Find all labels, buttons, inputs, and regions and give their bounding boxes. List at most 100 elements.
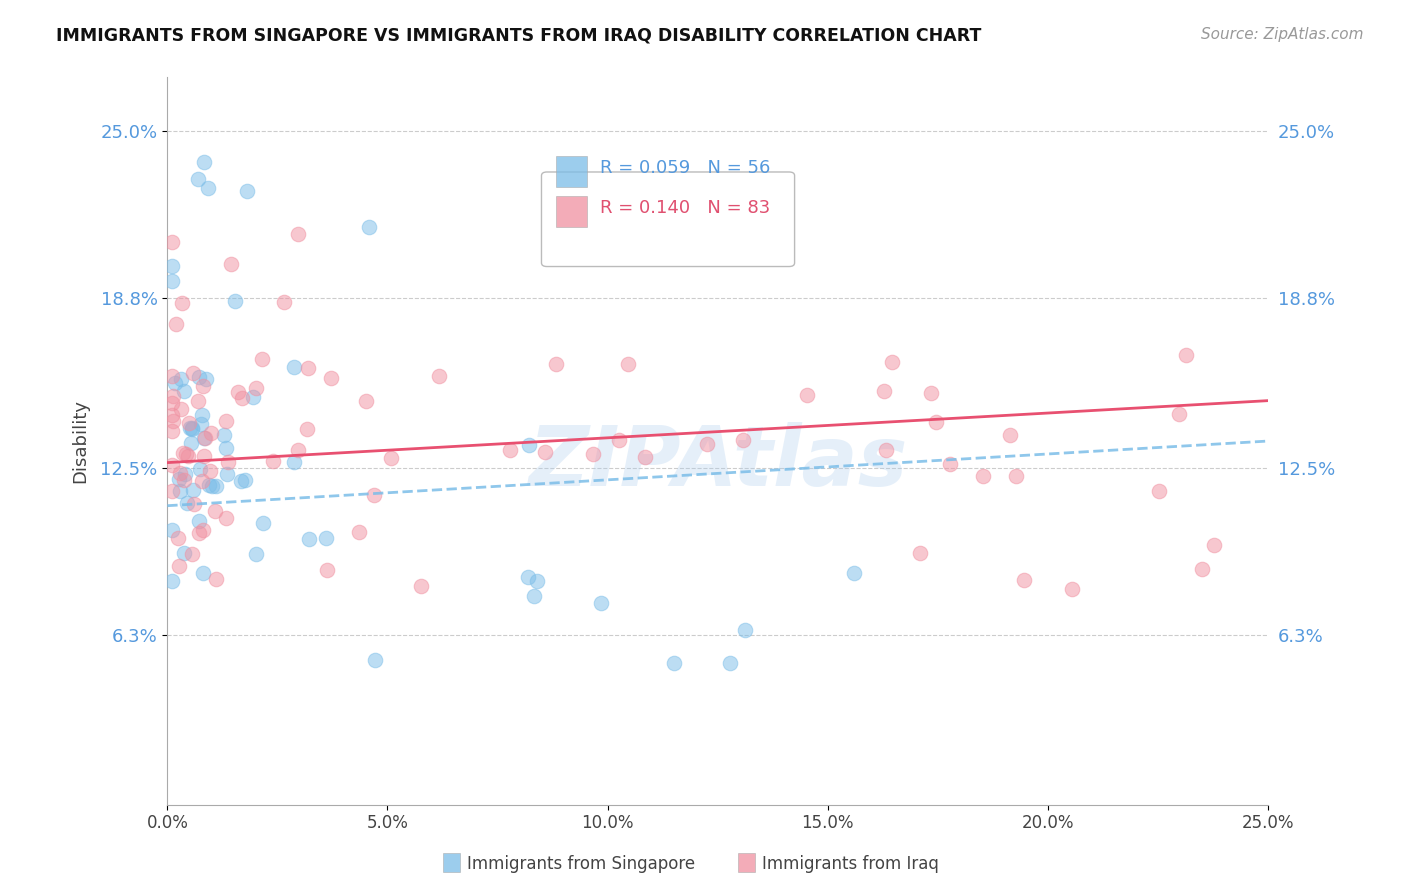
Point — [380, 451, 402, 466]
Point — [242, 390, 264, 404]
Point — [163, 376, 186, 390]
Text: R = 0.059   N = 56: R = 0.059 N = 56 — [600, 160, 770, 178]
Y-axis label: Disability: Disability — [72, 399, 89, 483]
Point — [354, 394, 377, 409]
Point — [169, 472, 191, 486]
Point — [409, 579, 432, 593]
Point — [236, 184, 259, 198]
Point — [875, 442, 897, 457]
Point — [160, 259, 183, 273]
Point — [160, 523, 183, 537]
Point — [315, 563, 337, 577]
Point — [179, 416, 201, 430]
Point — [193, 449, 215, 463]
Point — [517, 438, 540, 452]
Point — [160, 396, 183, 410]
Point — [357, 220, 380, 235]
Point — [696, 437, 718, 451]
Point — [363, 488, 385, 502]
Point — [734, 623, 756, 637]
Point — [226, 384, 249, 399]
Point — [283, 360, 305, 375]
Point — [191, 566, 214, 581]
Point — [517, 570, 540, 584]
Point — [165, 317, 187, 331]
Point — [170, 402, 193, 417]
Point — [200, 464, 222, 478]
Point — [283, 454, 305, 468]
Point — [200, 426, 222, 441]
Point — [607, 433, 630, 447]
Text: Immigrants from Iraq: Immigrants from Iraq — [762, 855, 939, 873]
Point — [162, 414, 184, 428]
Point — [1204, 538, 1226, 552]
Point — [1005, 469, 1028, 483]
Point — [170, 372, 193, 386]
Point — [1062, 582, 1084, 596]
Bar — [555, 156, 586, 186]
Text: Immigrants from Singapore: Immigrants from Singapore — [467, 855, 695, 873]
Point — [252, 516, 274, 530]
Point — [523, 589, 546, 603]
Point — [882, 355, 904, 369]
Point — [273, 295, 295, 310]
Point — [1175, 348, 1198, 362]
Point — [160, 458, 183, 473]
Point — [193, 155, 215, 169]
Point — [160, 369, 183, 384]
Point — [231, 391, 253, 405]
Point — [198, 477, 221, 491]
Point — [183, 497, 205, 511]
Point — [194, 432, 217, 446]
Text: ZIPAtlas: ZIPAtlas — [527, 423, 907, 503]
Point — [160, 574, 183, 588]
Point — [193, 431, 215, 445]
Point — [174, 447, 197, 461]
Point — [160, 274, 183, 288]
Point — [173, 546, 195, 560]
Point — [908, 546, 931, 560]
Point — [170, 296, 193, 310]
Point — [195, 372, 218, 386]
Point — [181, 483, 204, 497]
Point — [287, 442, 309, 457]
Point — [173, 473, 195, 487]
Point — [920, 385, 942, 400]
Point — [188, 526, 211, 541]
Point — [201, 479, 224, 493]
Point — [181, 366, 204, 380]
Point — [188, 370, 211, 384]
Point — [217, 455, 239, 469]
Point — [842, 566, 865, 581]
Point — [214, 510, 236, 524]
Point — [204, 504, 226, 518]
Point — [718, 656, 741, 670]
Point — [160, 484, 183, 499]
Point — [188, 514, 211, 528]
Point — [181, 422, 204, 436]
Point — [187, 172, 209, 186]
Point — [215, 414, 238, 428]
Point — [295, 422, 318, 436]
Point — [544, 358, 567, 372]
Point — [160, 235, 183, 250]
Point — [188, 461, 211, 475]
Text: IMMIGRANTS FROM SINGAPORE VS IMMIGRANTS FROM IRAQ DISABILITY CORRELATION CHART: IMMIGRANTS FROM SINGAPORE VS IMMIGRANTS … — [56, 27, 981, 45]
Point — [1147, 483, 1170, 498]
Point — [176, 496, 198, 510]
Point — [181, 548, 204, 562]
Bar — [555, 196, 586, 227]
Point — [166, 531, 188, 545]
Point — [179, 421, 201, 435]
Point — [186, 394, 208, 409]
Point — [617, 357, 640, 371]
Point — [191, 474, 214, 488]
Point — [245, 547, 267, 561]
Point — [245, 381, 267, 395]
Point — [190, 417, 212, 432]
Point — [731, 433, 754, 447]
Point — [287, 227, 309, 242]
Text: R = 0.140   N = 83: R = 0.140 N = 83 — [600, 199, 770, 218]
Point — [180, 421, 202, 435]
Point — [427, 368, 450, 383]
